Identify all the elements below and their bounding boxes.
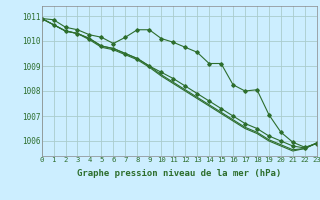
X-axis label: Graphe pression niveau de la mer (hPa): Graphe pression niveau de la mer (hPa) bbox=[77, 169, 281, 178]
